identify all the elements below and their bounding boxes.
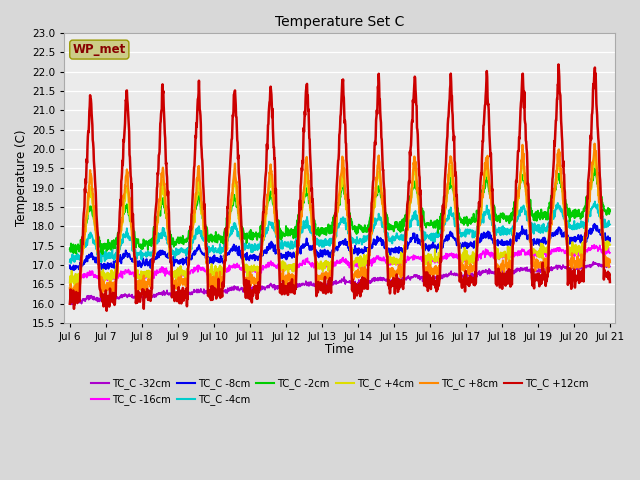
- TC_C -32cm: [68, 301, 76, 307]
- TC_C +12cm: [66, 301, 74, 307]
- TC_C +12cm: [495, 266, 502, 272]
- Line: TC_C +4cm: TC_C +4cm: [70, 155, 610, 286]
- TC_C -8cm: [495, 240, 502, 245]
- TC_C -2cm: [186, 225, 194, 230]
- TC_C -2cm: [247, 227, 255, 233]
- TC_C -16cm: [173, 272, 180, 278]
- TC_C -2cm: [542, 216, 550, 222]
- TC_C -8cm: [247, 253, 255, 259]
- TC_C +12cm: [173, 298, 181, 304]
- TC_C -16cm: [494, 254, 502, 260]
- TC_C -4cm: [67, 260, 75, 266]
- TC_C -32cm: [589, 259, 597, 264]
- TC_C -16cm: [424, 257, 431, 263]
- TC_C -32cm: [424, 275, 432, 281]
- Line: TC_C -8cm: TC_C -8cm: [70, 224, 610, 271]
- TC_C -2cm: [495, 217, 502, 223]
- TC_C +12cm: [186, 232, 194, 238]
- TC_C -2cm: [606, 208, 614, 214]
- TC_C +8cm: [591, 141, 598, 146]
- TC_C -16cm: [246, 265, 254, 271]
- TC_C +4cm: [71, 283, 79, 288]
- TC_C +12cm: [555, 61, 563, 67]
- TC_C +8cm: [606, 259, 614, 265]
- TC_C -4cm: [186, 239, 194, 245]
- TC_C +12cm: [542, 277, 550, 283]
- TC_C -8cm: [424, 244, 432, 250]
- TC_C -2cm: [424, 221, 432, 227]
- TC_C -2cm: [173, 240, 181, 245]
- Line: TC_C -2cm: TC_C -2cm: [70, 168, 610, 254]
- TC_C +8cm: [495, 264, 502, 269]
- Line: TC_C -16cm: TC_C -16cm: [70, 245, 610, 282]
- TC_C -8cm: [186, 255, 194, 261]
- TC_C -16cm: [542, 250, 550, 256]
- TC_C -8cm: [542, 240, 550, 246]
- TC_C -4cm: [424, 233, 432, 239]
- TC_C +4cm: [542, 249, 550, 255]
- TC_C -2cm: [99, 251, 106, 257]
- TC_C -8cm: [606, 235, 614, 241]
- TC_C -32cm: [495, 274, 502, 279]
- TC_C -16cm: [66, 279, 74, 285]
- TC_C +12cm: [247, 288, 255, 294]
- TC_C +4cm: [606, 242, 614, 248]
- TC_C -8cm: [591, 221, 598, 227]
- TC_C -4cm: [247, 245, 255, 251]
- TC_C -8cm: [66, 263, 74, 268]
- Y-axis label: Temperature (C): Temperature (C): [15, 130, 28, 226]
- TC_C -4cm: [66, 259, 74, 264]
- TC_C +4cm: [173, 275, 181, 280]
- TC_C -32cm: [186, 292, 194, 298]
- Line: TC_C -32cm: TC_C -32cm: [70, 262, 610, 304]
- TC_C +8cm: [102, 293, 109, 299]
- TC_C +4cm: [247, 269, 255, 275]
- TC_C -4cm: [173, 249, 181, 254]
- TC_C +8cm: [542, 265, 550, 271]
- TC_C +8cm: [424, 263, 432, 269]
- Text: WP_met: WP_met: [73, 43, 126, 56]
- TC_C -4cm: [591, 199, 599, 204]
- TC_C -8cm: [68, 268, 76, 274]
- TC_C +4cm: [186, 244, 194, 250]
- TC_C -16cm: [590, 242, 598, 248]
- TC_C -32cm: [173, 294, 181, 300]
- TC_C -16cm: [606, 250, 614, 256]
- Line: TC_C +8cm: TC_C +8cm: [70, 144, 610, 296]
- TC_C +8cm: [247, 276, 255, 281]
- X-axis label: Time: Time: [325, 343, 355, 356]
- TC_C +4cm: [495, 252, 502, 258]
- TC_C -32cm: [606, 264, 614, 270]
- TC_C -32cm: [542, 269, 550, 275]
- TC_C -4cm: [542, 228, 550, 234]
- TC_C +4cm: [66, 279, 74, 285]
- TC_C +8cm: [186, 249, 194, 254]
- Legend: TC_C -32cm, TC_C -16cm, TC_C -8cm, TC_C -4cm, TC_C -2cm, TC_C +4cm, TC_C +8cm, T: TC_C -32cm, TC_C -16cm, TC_C -8cm, TC_C …: [88, 374, 592, 409]
- TC_C -16cm: [186, 270, 194, 276]
- TC_C -4cm: [606, 222, 614, 228]
- TC_C +4cm: [555, 152, 563, 157]
- TC_C -2cm: [66, 246, 74, 252]
- Title: Temperature Set C: Temperature Set C: [275, 15, 404, 29]
- TC_C -32cm: [247, 290, 255, 296]
- TC_C +12cm: [424, 288, 432, 294]
- TC_C +8cm: [66, 286, 74, 291]
- TC_C +12cm: [103, 308, 111, 313]
- TC_C +8cm: [173, 282, 181, 288]
- Line: TC_C +12cm: TC_C +12cm: [70, 64, 610, 311]
- TC_C -4cm: [495, 229, 502, 235]
- TC_C -32cm: [66, 300, 74, 306]
- TC_C +12cm: [606, 279, 614, 285]
- Line: TC_C -4cm: TC_C -4cm: [70, 202, 610, 263]
- TC_C -8cm: [173, 257, 181, 263]
- TC_C -2cm: [591, 165, 599, 171]
- TC_C +4cm: [424, 254, 432, 260]
